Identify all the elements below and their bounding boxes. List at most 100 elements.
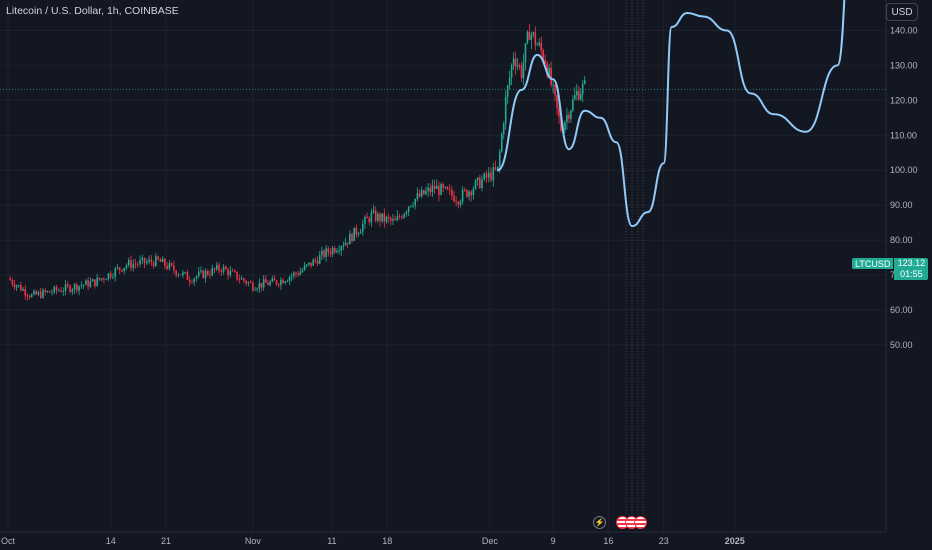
- candle-body: [132, 263, 135, 268]
- candle-body: [344, 242, 347, 246]
- candle-body: [359, 231, 362, 234]
- candle-body: [338, 250, 340, 252]
- candle-body: [403, 213, 405, 218]
- candle-body: [299, 271, 302, 275]
- price-tick-label: 130.00: [890, 60, 918, 70]
- candle-body: [490, 172, 492, 181]
- candle-body: [125, 265, 128, 268]
- candle-body: [481, 179, 483, 189]
- candle-body: [526, 31, 529, 44]
- candle-body: [442, 184, 445, 188]
- candle-body: [252, 282, 254, 291]
- candle-body: [583, 79, 586, 85]
- candle-body: [240, 278, 243, 280]
- candle-body: [546, 62, 548, 76]
- candle-body: [568, 114, 570, 119]
- candle-body: [191, 282, 193, 283]
- candle-body: [15, 285, 18, 288]
- price-tick-label: 60.00: [890, 305, 913, 315]
- candle-body: [368, 218, 371, 223]
- event-marker-lines: [625, 0, 644, 514]
- candle-body: [329, 252, 332, 254]
- candle-body: [204, 271, 207, 279]
- candle-body: [220, 270, 223, 272]
- currency-button[interactable]: USD: [886, 3, 918, 21]
- candle-body: [295, 272, 297, 274]
- candle-body: [336, 250, 338, 253]
- candle-body: [30, 294, 33, 298]
- candle-body: [576, 91, 578, 96]
- candle-body: [392, 218, 394, 221]
- candle-body: [136, 263, 139, 265]
- candle-body: [552, 85, 554, 86]
- candle-body: [245, 280, 247, 284]
- candle-body: [451, 189, 453, 196]
- candle-body: [316, 260, 319, 264]
- candle-body: [69, 285, 71, 292]
- candle-body: [351, 233, 353, 242]
- candle-body: [78, 286, 80, 291]
- candle-body: [497, 166, 499, 170]
- candle-body: [470, 191, 473, 196]
- candle-body: [121, 269, 123, 272]
- us-flag-icon[interactable]: [634, 516, 647, 529]
- candle-body: [193, 278, 196, 283]
- candle-body: [33, 291, 35, 295]
- candle-body: [522, 62, 525, 79]
- candle-body: [229, 270, 232, 276]
- candle-body: [231, 270, 234, 272]
- candle-body: [398, 216, 401, 217]
- candle-body: [267, 282, 269, 286]
- candle-body: [20, 284, 22, 291]
- candle-body: [479, 177, 481, 189]
- price-box: 123.12 01:55: [894, 258, 929, 280]
- candle-body: [457, 201, 460, 205]
- candle-body: [271, 278, 274, 282]
- candle-body: [407, 206, 410, 212]
- price-tick-label: 50.00: [890, 340, 913, 350]
- candle-body: [286, 280, 289, 282]
- candle-body: [182, 272, 184, 276]
- candle-body: [433, 185, 436, 190]
- candle-body: [308, 262, 310, 265]
- candle-body: [247, 282, 250, 284]
- candle-body: [24, 289, 27, 296]
- time-tick-label: 9: [551, 536, 556, 546]
- last-price: 123.12: [897, 258, 926, 268]
- symbol-title[interactable]: Litecoin / U.S. Dollar, 1h, COINBASE: [6, 5, 179, 17]
- candle-body: [46, 291, 49, 293]
- candle-body: [297, 273, 299, 275]
- flash-icon[interactable]: ⚡: [593, 516, 606, 529]
- candle-body: [540, 42, 543, 51]
- candle-body: [556, 95, 558, 108]
- candlestick-series: [9, 24, 586, 301]
- candle-body: [9, 278, 11, 281]
- candle-body: [423, 189, 425, 195]
- candle-body: [227, 269, 229, 276]
- candle-body: [455, 201, 457, 203]
- candle-body: [211, 268, 214, 276]
- symbol-tag: LTCUSD: [852, 258, 894, 269]
- last-price-label: LTCUSD 123.12 01:55: [852, 258, 929, 280]
- candle-body: [502, 123, 505, 135]
- candle-body: [53, 286, 56, 293]
- time-axis: Oct 14 21 Nov 11 18 Dec 9 16 23 2025: [1, 536, 745, 546]
- candle-body: [508, 77, 511, 86]
- candle-body: [446, 186, 449, 190]
- candle-body: [256, 288, 259, 290]
- candle-body: [349, 233, 351, 245]
- candle-body: [331, 247, 334, 254]
- price-tick-label: 90.00: [890, 200, 913, 210]
- candle-body: [150, 259, 153, 263]
- candle-body: [139, 260, 141, 265]
- candle-body: [394, 218, 396, 221]
- candle-body: [265, 279, 267, 283]
- candle-body: [463, 189, 466, 191]
- candle-body: [48, 291, 51, 293]
- candle-body: [249, 282, 252, 284]
- candle-body: [516, 65, 519, 67]
- candle-body: [260, 282, 263, 288]
- candle-body: [67, 284, 69, 286]
- candle-body: [416, 193, 419, 199]
